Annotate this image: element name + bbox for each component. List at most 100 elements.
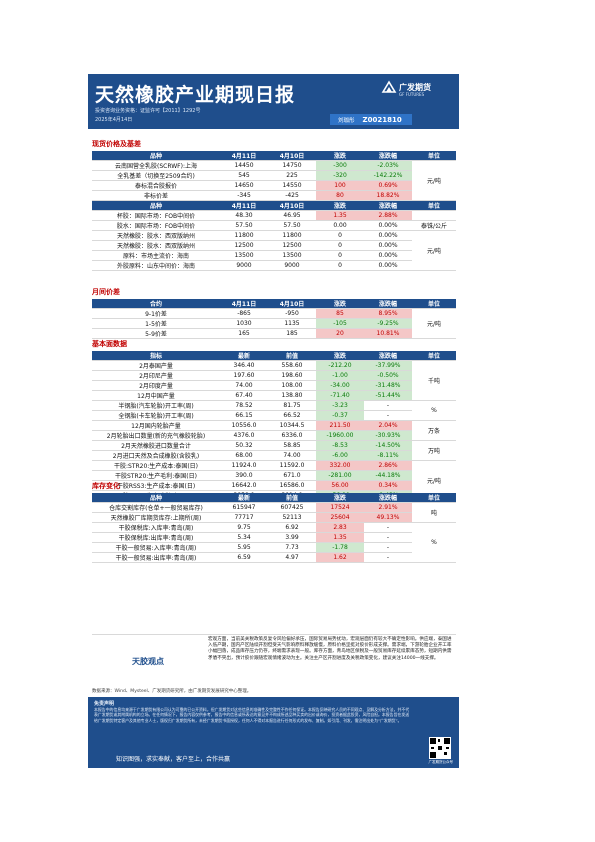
column-header: 品种: [92, 493, 220, 503]
section-spread: 月间价差: [92, 288, 120, 296]
value-cell: 68.00: [220, 450, 268, 461]
change-cell: -0.37: [316, 410, 364, 421]
unit-cell: 元/吨: [412, 230, 456, 271]
change-cell: 85: [316, 308, 364, 319]
report-header: 天然橡胶产业期现日报 投资咨询业务资格：证监许可【2011】1292号 2025…: [88, 74, 459, 129]
column-header: 涨跌幅: [364, 299, 412, 309]
unit-cell: 元/吨: [412, 160, 456, 201]
column-header: 4月11日: [220, 299, 268, 309]
row-label: 全乳基差（切换至2509合约): [92, 170, 220, 181]
value-cell: 11592.0: [268, 460, 316, 471]
value-cell: 58.85: [268, 440, 316, 451]
value-cell: 9000: [220, 260, 268, 271]
row-label: 干胶:STR20:生产成本:泰国(日): [92, 460, 220, 471]
inventory-table: 品种 最新 前值 涨跌 涨跌幅 单位 仓库交割库存(仓单+一般贸易库存) 615947 6074…: [92, 493, 456, 563]
column-header: 涨跌幅: [364, 200, 412, 211]
view-text: 宏观方面，当前美关税政策反复令风险偏好承压，国际贸易局势扰动，宏观层面仍有较大不…: [208, 637, 452, 661]
value-cell: 14650: [220, 180, 268, 191]
table-row: 干胶保税库:出库率:青岛(周) 5.34 3.99 1.35-: [92, 532, 456, 543]
row-label: 12月国内轮胎产量: [92, 420, 220, 431]
row-label: 9-1价差: [92, 308, 220, 319]
value-cell: 13500: [268, 250, 316, 261]
change-cell: -320: [316, 170, 364, 181]
change-cell: -34.00: [316, 380, 364, 391]
data-source: 数据来源：Wind、Mysteel、广发期货研究所，由广发期货发展研究中心整理。: [92, 689, 252, 694]
table-row: 2月印尼产量 197.60 198.60 -1.00 -0.50%: [92, 370, 456, 381]
table-row: 天然橡胶：胶水：西双版纳州 12500 12500 0 0.00%: [92, 240, 456, 251]
value-cell: 57.50: [220, 220, 268, 231]
table-header-row: 合约 4月11日 4月10日 涨跌 涨跌幅 单位: [92, 299, 456, 309]
column-header: 品种: [92, 200, 220, 211]
qr-code-icon: [429, 737, 451, 759]
value-cell: 185: [268, 328, 316, 339]
value-cell: 57.50: [268, 220, 316, 231]
value-cell: 78.52: [220, 400, 268, 411]
value-cell: 558.60: [268, 360, 316, 371]
change-cell: 2.91%: [364, 502, 412, 513]
value-cell: 66.52: [268, 410, 316, 421]
logo-en: GF FUTURES: [399, 92, 425, 97]
change-cell: -37.99%: [364, 360, 412, 371]
table-row: 2月轮胎出口数量(新的充气橡胶轮胎) 4376.0 6336.0 -1960.00 -3…: [92, 430, 456, 441]
table-row: 干胶:STR20:生产成本:泰国(日) 11924.0 11592.0 332.00 2…: [92, 460, 456, 501]
column-header: 涨跌幅: [364, 351, 412, 361]
license-line: 投资咨询业务资格：证监许可【2011】1292号: [95, 108, 201, 114]
table-row: 2月泰国产量 346.40 558.60 -212.20 -37.99% 千吨: [92, 360, 456, 401]
change-cell: -: [364, 532, 412, 543]
column-header: 最新: [220, 351, 268, 361]
change-cell: 0.34%: [364, 480, 412, 491]
value-cell: 6.59: [220, 552, 268, 563]
change-cell: 100: [316, 180, 364, 191]
change-cell: 0.00%: [364, 260, 412, 271]
value-cell: 50.32: [220, 440, 268, 451]
column-header: 4月11日: [220, 151, 268, 161]
value-cell: -865: [220, 308, 268, 319]
table-row: 2月印度产量 74.00 108.00 -34.00 -31.48%: [92, 380, 456, 391]
table-row: 天然橡胶：胶水：西双版纳州 11800 11800 0 0.00% 元/吨: [92, 230, 456, 271]
change-cell: 332.00: [316, 460, 364, 471]
change-cell: 56.00: [316, 480, 364, 491]
column-header: 4月11日: [220, 200, 268, 211]
table-row: 2月天然橡胶进口数量合计 50.32 58.85 -8.53 -14.50% 万吨: [92, 440, 456, 461]
unit-cell: 吨: [412, 502, 456, 523]
report-date: 2025年4月14日: [95, 117, 133, 123]
row-label: 杯胶：国际市场：FOB中间价: [92, 210, 220, 221]
unit-cell: %: [412, 522, 456, 563]
change-cell: 17524: [316, 502, 364, 513]
fundamental-table: 指标 最新 前值 涨跌 涨跌幅 单位 2月泰国产量 346.40 558.60 -212.20 -3…: [92, 351, 456, 501]
value-cell: 108.00: [268, 380, 316, 391]
value-cell: 14750: [268, 160, 316, 171]
table-row: 胶水：国际市场：FOB中间价 57.50 57.50 0.00 0.00% 泰铢/公斤: [92, 220, 456, 231]
value-cell: 11800: [220, 230, 268, 241]
row-label: 干胶保税库:入库率:青岛(周): [92, 522, 220, 533]
column-header: 单位: [412, 351, 456, 361]
change-cell: 0: [316, 260, 364, 271]
column-header: 单位: [412, 299, 456, 309]
change-cell: 0.00%: [364, 240, 412, 251]
column-header: 单位: [412, 493, 456, 503]
change-cell: -1.78: [316, 542, 364, 553]
value-cell: 545: [220, 170, 268, 181]
table-row: 5-9价差 165 185 20 10.81%: [92, 328, 456, 339]
change-cell: 0: [316, 240, 364, 251]
value-cell: 4.97: [268, 552, 316, 563]
spot-table: 品种 4月11日 4月10日 涨跌 涨跌幅 单位 云南国营全乳胶(SCRWF):上海 1445…: [92, 151, 456, 271]
row-label: 胶水：国际市场：FOB中间价: [92, 220, 220, 231]
value-cell: 16642.0: [220, 480, 268, 491]
table-header-row: 品种 最新 前值 涨跌 涨跌幅 单位: [92, 493, 456, 503]
table-row: 干胶一般贸易:入库率:青岛(周) 5.95 7.73 -1.78-: [92, 542, 456, 553]
cert-number: Z0021810: [362, 115, 402, 124]
column-header: 指标: [92, 351, 220, 361]
value-cell: 67.40: [220, 390, 268, 401]
row-label: 2月印尼产量: [92, 370, 220, 381]
column-header: 最新: [220, 493, 268, 503]
row-label: 干胶一般贸易:出库率:青岛(周): [92, 552, 220, 563]
analyst-name: 刘珈彤: [338, 117, 355, 124]
table-row: 12月国内轮胎产量 10556.0 10344.5 211.50 2.04% 万条: [92, 420, 456, 441]
table-header-row: 品种 4月11日 4月10日 涨跌 涨跌幅 单位: [92, 151, 456, 161]
column-header: 涨跌: [316, 151, 364, 161]
change-cell: 1.35: [316, 210, 364, 221]
row-label: 2月印度产量: [92, 380, 220, 391]
change-cell: -1960.00: [316, 430, 364, 441]
change-cell: -6.00: [316, 450, 364, 461]
